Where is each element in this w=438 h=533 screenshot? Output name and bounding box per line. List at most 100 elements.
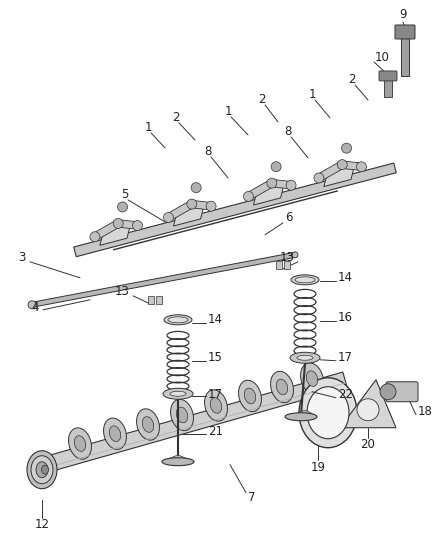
Ellipse shape xyxy=(290,352,320,364)
Polygon shape xyxy=(32,253,296,307)
Polygon shape xyxy=(191,200,212,210)
Ellipse shape xyxy=(299,378,357,448)
Ellipse shape xyxy=(291,275,319,285)
Ellipse shape xyxy=(170,399,194,431)
Circle shape xyxy=(342,143,352,153)
Text: 14: 14 xyxy=(338,271,353,284)
Circle shape xyxy=(187,199,197,209)
Ellipse shape xyxy=(276,379,288,395)
Polygon shape xyxy=(271,179,292,189)
Text: 5: 5 xyxy=(121,188,129,201)
Ellipse shape xyxy=(205,390,227,421)
Text: 19: 19 xyxy=(311,461,325,474)
Text: 2: 2 xyxy=(172,111,180,124)
Polygon shape xyxy=(117,220,138,229)
Ellipse shape xyxy=(31,456,53,483)
Text: 13: 13 xyxy=(115,285,130,298)
Text: 17: 17 xyxy=(338,351,353,364)
Polygon shape xyxy=(340,379,396,427)
Text: 21: 21 xyxy=(208,425,223,438)
Circle shape xyxy=(165,213,173,221)
Ellipse shape xyxy=(162,458,194,466)
Circle shape xyxy=(292,252,298,258)
Circle shape xyxy=(380,384,396,400)
Circle shape xyxy=(28,301,36,309)
Ellipse shape xyxy=(163,388,193,399)
Polygon shape xyxy=(167,200,193,221)
Text: 9: 9 xyxy=(399,9,407,21)
Ellipse shape xyxy=(137,409,159,440)
Text: 4: 4 xyxy=(31,301,39,314)
Ellipse shape xyxy=(42,465,49,474)
Bar xyxy=(384,75,392,97)
Polygon shape xyxy=(100,225,131,245)
Circle shape xyxy=(207,202,215,210)
Circle shape xyxy=(206,201,216,211)
Circle shape xyxy=(90,232,100,241)
Ellipse shape xyxy=(142,417,154,432)
Polygon shape xyxy=(318,161,343,182)
Bar xyxy=(284,261,290,269)
Bar xyxy=(148,296,154,304)
Ellipse shape xyxy=(306,371,318,386)
Polygon shape xyxy=(173,205,204,226)
FancyBboxPatch shape xyxy=(379,71,397,81)
Polygon shape xyxy=(289,411,317,417)
Ellipse shape xyxy=(170,391,186,396)
Text: 1: 1 xyxy=(224,106,232,118)
Ellipse shape xyxy=(271,372,293,402)
Text: 3: 3 xyxy=(18,252,26,264)
Polygon shape xyxy=(33,372,347,475)
Ellipse shape xyxy=(109,426,121,441)
FancyBboxPatch shape xyxy=(386,382,418,402)
Text: 14: 14 xyxy=(208,313,223,326)
Text: 12: 12 xyxy=(35,518,49,531)
Ellipse shape xyxy=(244,388,256,404)
Ellipse shape xyxy=(176,407,188,423)
FancyBboxPatch shape xyxy=(395,25,415,39)
Ellipse shape xyxy=(36,462,48,478)
Text: 2: 2 xyxy=(348,74,356,86)
Text: 1: 1 xyxy=(144,122,152,134)
Ellipse shape xyxy=(295,277,315,283)
Circle shape xyxy=(191,183,201,192)
Circle shape xyxy=(267,178,277,188)
Polygon shape xyxy=(254,184,284,205)
Circle shape xyxy=(244,192,253,200)
Circle shape xyxy=(314,173,324,183)
Circle shape xyxy=(287,181,295,189)
Circle shape xyxy=(163,213,173,222)
Ellipse shape xyxy=(168,317,188,323)
Text: 7: 7 xyxy=(248,491,255,504)
Text: 1: 1 xyxy=(308,88,316,101)
Circle shape xyxy=(315,174,323,182)
Text: 13: 13 xyxy=(280,252,295,264)
Text: 15: 15 xyxy=(208,351,223,364)
Ellipse shape xyxy=(210,398,222,413)
Ellipse shape xyxy=(285,413,317,421)
Ellipse shape xyxy=(307,387,349,439)
Circle shape xyxy=(357,163,365,171)
Circle shape xyxy=(134,222,141,230)
Ellipse shape xyxy=(103,418,127,449)
Circle shape xyxy=(91,233,99,241)
Text: 2: 2 xyxy=(258,93,266,107)
Text: 22: 22 xyxy=(338,388,353,401)
Ellipse shape xyxy=(69,428,92,459)
Polygon shape xyxy=(94,220,119,240)
Polygon shape xyxy=(247,179,273,200)
Text: 20: 20 xyxy=(360,438,375,451)
Text: 16: 16 xyxy=(338,311,353,324)
Circle shape xyxy=(113,219,123,229)
Ellipse shape xyxy=(74,435,86,451)
Ellipse shape xyxy=(164,315,192,325)
Circle shape xyxy=(357,162,367,172)
Ellipse shape xyxy=(239,380,261,411)
Bar xyxy=(276,261,282,269)
Text: 18: 18 xyxy=(418,405,433,418)
Text: 10: 10 xyxy=(375,52,390,64)
Circle shape xyxy=(132,221,142,231)
Ellipse shape xyxy=(27,451,57,489)
Ellipse shape xyxy=(300,363,323,394)
Polygon shape xyxy=(341,161,363,171)
